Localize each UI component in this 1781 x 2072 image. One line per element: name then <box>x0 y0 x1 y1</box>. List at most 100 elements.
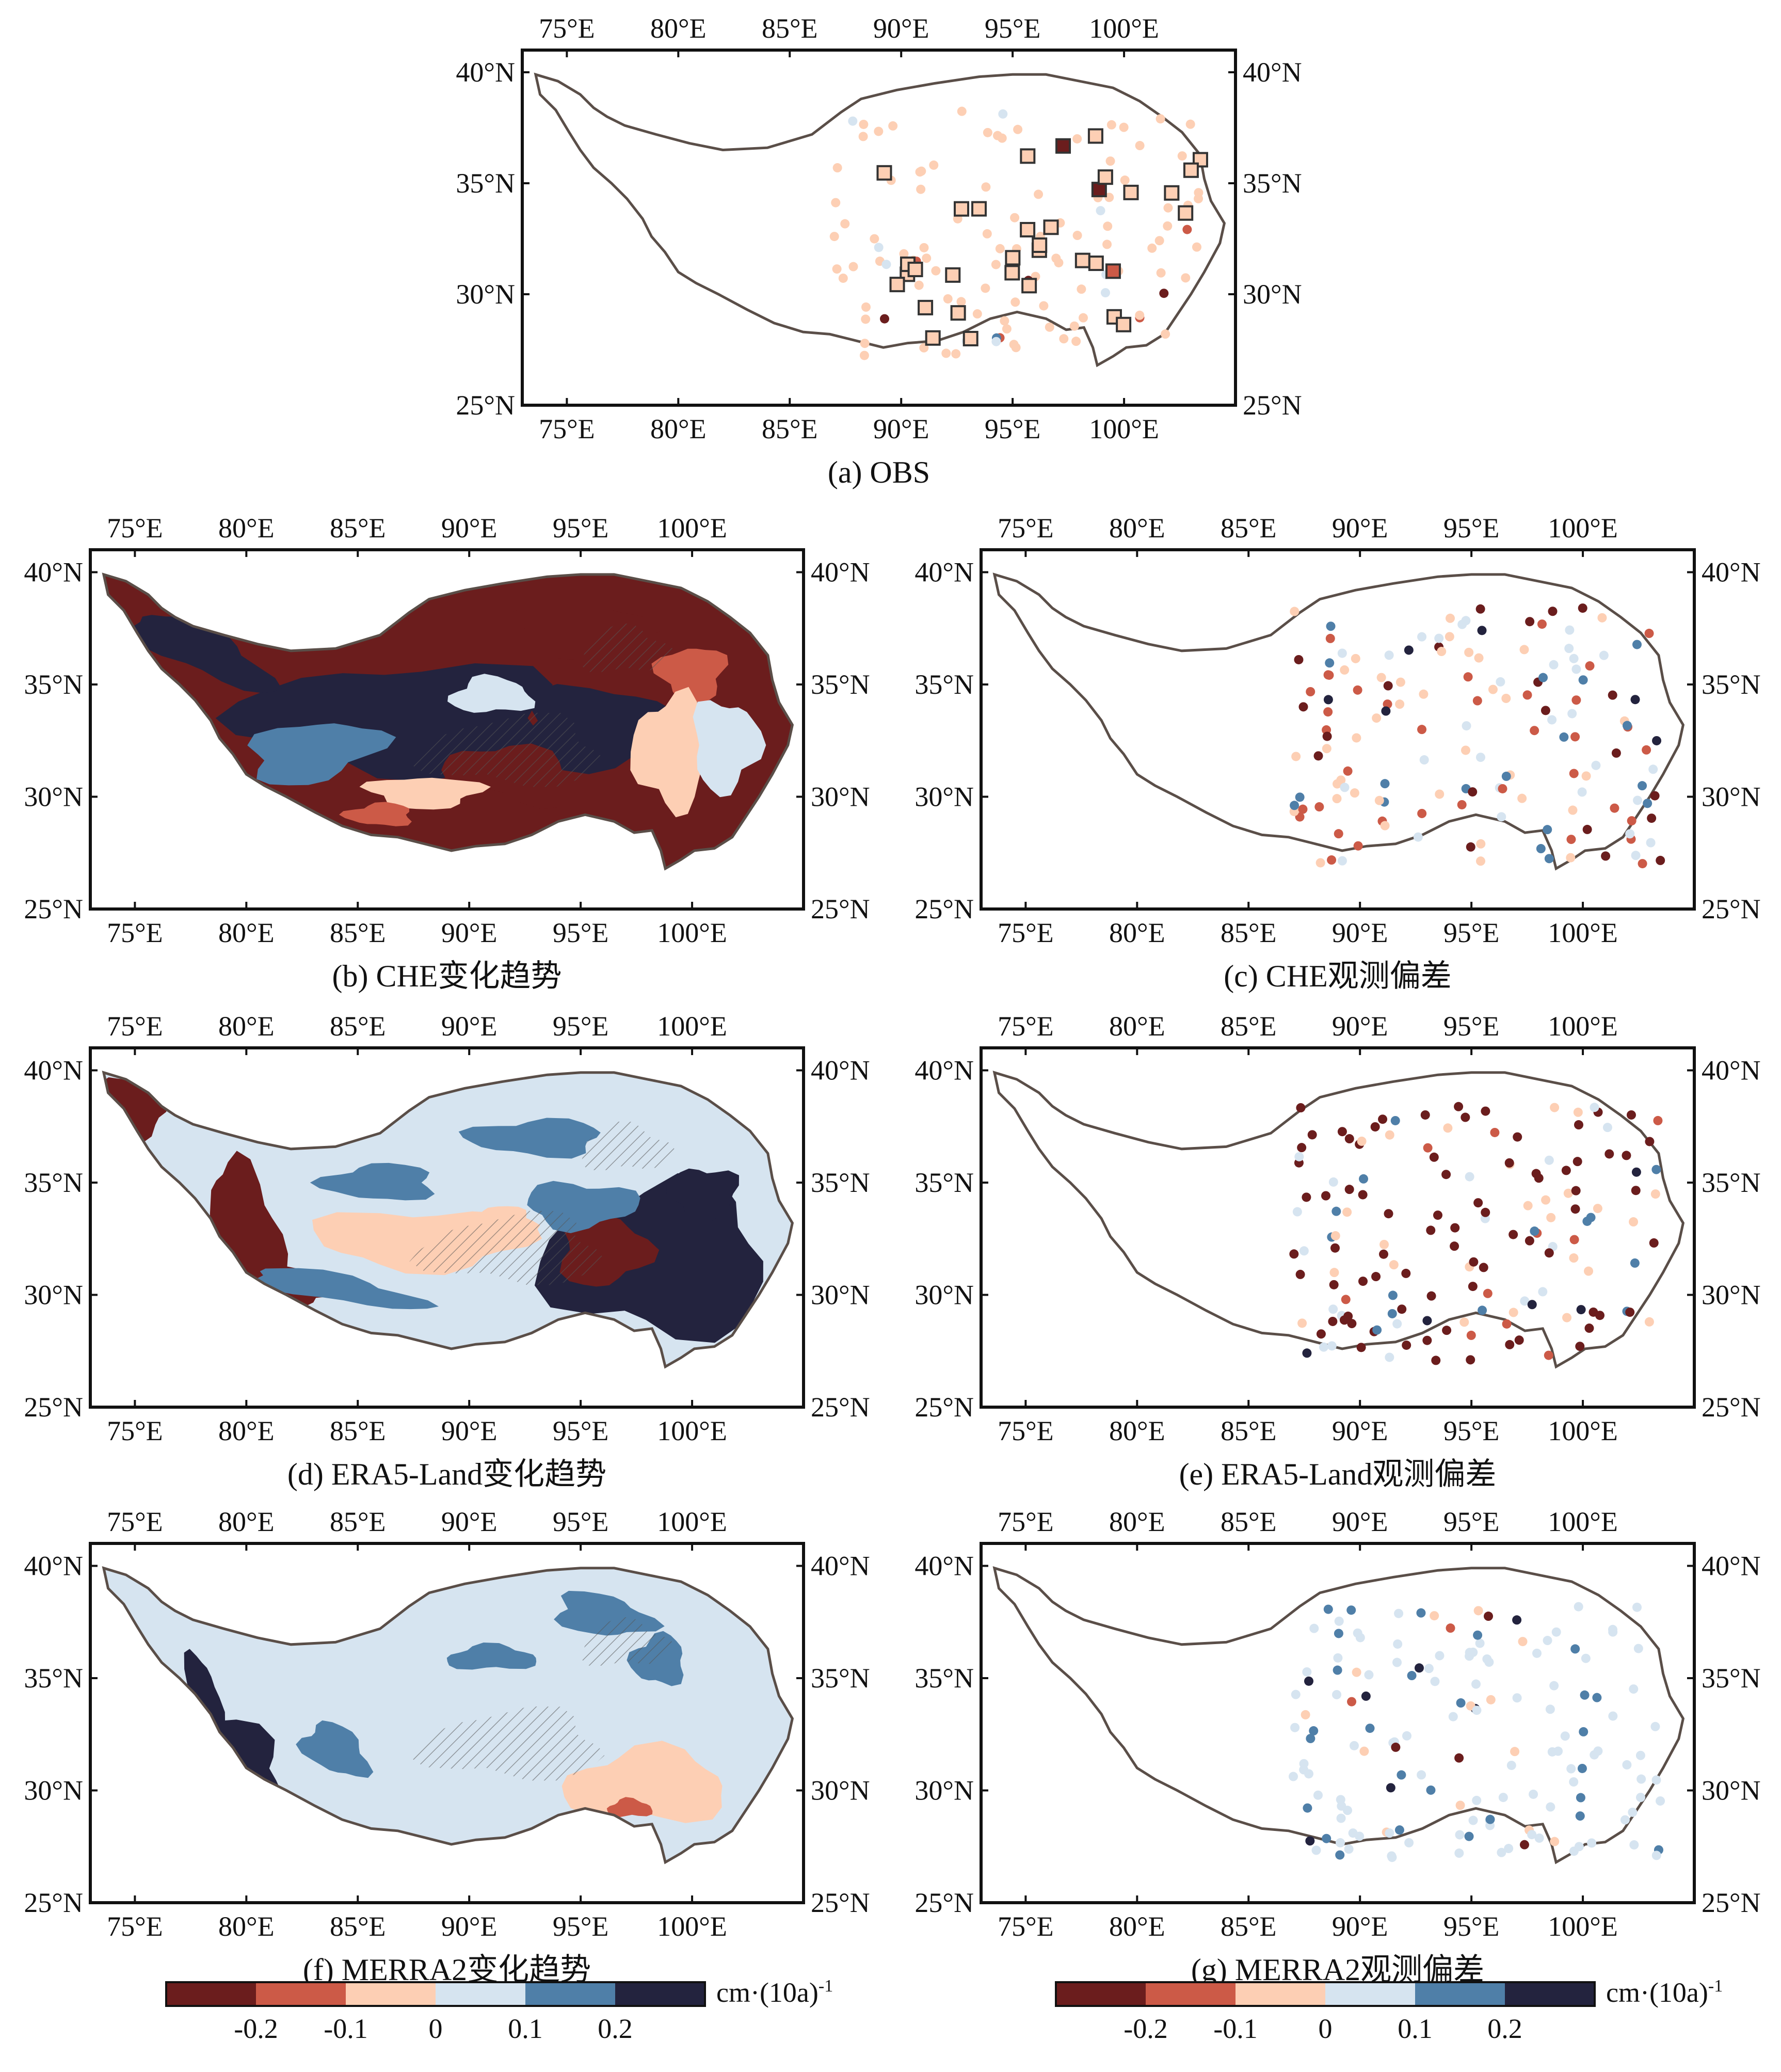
station-point <box>1443 1123 1453 1133</box>
station-square <box>907 261 923 277</box>
station-point <box>1289 1772 1298 1781</box>
significance-hatch <box>409 1706 605 1781</box>
station-point <box>1544 1248 1554 1258</box>
station-point <box>1569 1253 1579 1263</box>
station-point <box>1290 607 1299 616</box>
lon-tick-label-top: 75°E <box>998 513 1054 544</box>
lon-tick-label-bottom: 80°E <box>218 917 275 948</box>
lon-tick-label-bottom: 90°E <box>441 1415 498 1446</box>
colorbar-swatch <box>166 1982 256 2006</box>
lon-tick-label-top: 85°E <box>762 13 818 44</box>
station-point <box>1334 829 1343 839</box>
lat-tick-label-left: 35°N <box>24 1167 83 1198</box>
station-point <box>981 182 991 192</box>
station-point <box>1541 706 1550 715</box>
station-point <box>1329 1268 1339 1278</box>
lon-tick-label-bottom: 100°E <box>657 1415 727 1446</box>
trend-region <box>666 1168 739 1227</box>
station-point <box>1296 1103 1306 1113</box>
station-layer <box>1289 1102 1663 1365</box>
station-point <box>1181 273 1191 283</box>
station-point <box>1582 824 1592 834</box>
lon-tick-label-bottom: 85°E <box>330 1415 386 1446</box>
station-point <box>1530 1226 1539 1236</box>
station-point <box>1473 1630 1483 1640</box>
lat-tick-label-left: 25°N <box>914 894 974 925</box>
station-point <box>1297 1143 1307 1153</box>
station-point <box>1291 752 1301 761</box>
station-point <box>1332 794 1342 804</box>
map-panel-b: 75°E 75°E 80°E 80°E 85°E 85°E 90°E 90°E 95°E 95°E… <box>24 513 870 993</box>
station-point <box>1477 626 1487 635</box>
station-point <box>1394 1608 1404 1618</box>
station-point <box>1611 748 1621 758</box>
lon-tick-label-bottom: 90°E <box>1332 1415 1388 1446</box>
station-point <box>1571 664 1581 674</box>
map-panel-g: 75°E 75°E 80°E 80°E 85°E 85°E 90°E 90°E 95°E 95°E… <box>914 1506 1760 1987</box>
station-point <box>1585 661 1595 671</box>
trend-region <box>651 648 729 703</box>
lon-tick-label-top: 95°E <box>985 13 1041 44</box>
station-point <box>1498 1793 1508 1803</box>
station-point <box>1466 842 1475 852</box>
map-panel-a: 75°E 75°E 80°E 80°E 85°E 85°E 90°E 90°E 95°E 95°E… <box>456 13 1302 489</box>
station-point <box>888 121 898 131</box>
station-point <box>1359 1746 1369 1756</box>
lat-tick-label-right: 40°N <box>1702 557 1761 588</box>
station-point <box>972 309 982 319</box>
colorbar-swatch <box>1325 1982 1415 2006</box>
station-point <box>1435 789 1445 799</box>
station-point <box>1319 1342 1328 1352</box>
station-point <box>1541 1195 1551 1205</box>
station-point <box>1450 1241 1459 1251</box>
station-point <box>1401 1268 1411 1278</box>
station-point <box>1430 1611 1439 1621</box>
panel-caption-a: (a) OBS <box>828 455 930 489</box>
station-point <box>916 184 926 194</box>
station-point <box>1529 1789 1538 1799</box>
station-point <box>829 232 839 242</box>
station-point <box>1501 693 1511 703</box>
station-point <box>1577 787 1587 797</box>
lon-tick-label-top: 75°E <box>107 1506 163 1537</box>
station-point <box>1378 1114 1388 1124</box>
station-point <box>1622 1760 1632 1770</box>
field-background <box>103 1568 793 1862</box>
station-point <box>1481 1106 1490 1116</box>
station-point <box>1496 677 1505 687</box>
station-point <box>1295 792 1305 802</box>
station-point <box>1350 788 1359 798</box>
station-point <box>859 119 869 129</box>
trend-region <box>126 615 282 693</box>
station-point <box>1404 645 1414 655</box>
station-point <box>1651 1851 1661 1860</box>
station-point <box>1549 1681 1559 1691</box>
station-point <box>1299 1246 1309 1256</box>
station-point <box>1429 1152 1439 1162</box>
station-point <box>1334 1616 1344 1626</box>
station-point <box>1376 673 1386 682</box>
lon-tick-label-bottom: 100°E <box>1548 917 1618 948</box>
station-point <box>1468 1282 1478 1292</box>
station-point <box>1387 1309 1397 1318</box>
station-point <box>1304 1769 1313 1779</box>
trend-region <box>446 1643 537 1670</box>
station-point <box>1569 769 1579 778</box>
station-point <box>1631 1186 1641 1196</box>
lat-tick-label-right: 40°N <box>811 557 870 588</box>
lon-tick-label-bottom: 85°E <box>1221 917 1277 948</box>
station-point <box>1371 1272 1381 1282</box>
station-point <box>1100 288 1110 298</box>
station-point <box>1466 1355 1475 1365</box>
lon-tick-label-bottom: 80°E <box>1109 1415 1165 1446</box>
station-point <box>1387 1851 1397 1861</box>
lat-tick-label-right: 30°N <box>1702 1775 1761 1806</box>
station-point <box>1566 835 1576 844</box>
station-point <box>1290 1723 1300 1732</box>
lat-tick-label-left: 30°N <box>24 1775 83 1806</box>
station-point <box>1468 787 1478 797</box>
lat-tick-label-left: 25°N <box>24 1887 83 1918</box>
lon-tick-label-top: 95°E <box>553 1011 609 1042</box>
colorbar-swatch <box>346 1982 436 2006</box>
station-point <box>1482 1654 1492 1664</box>
